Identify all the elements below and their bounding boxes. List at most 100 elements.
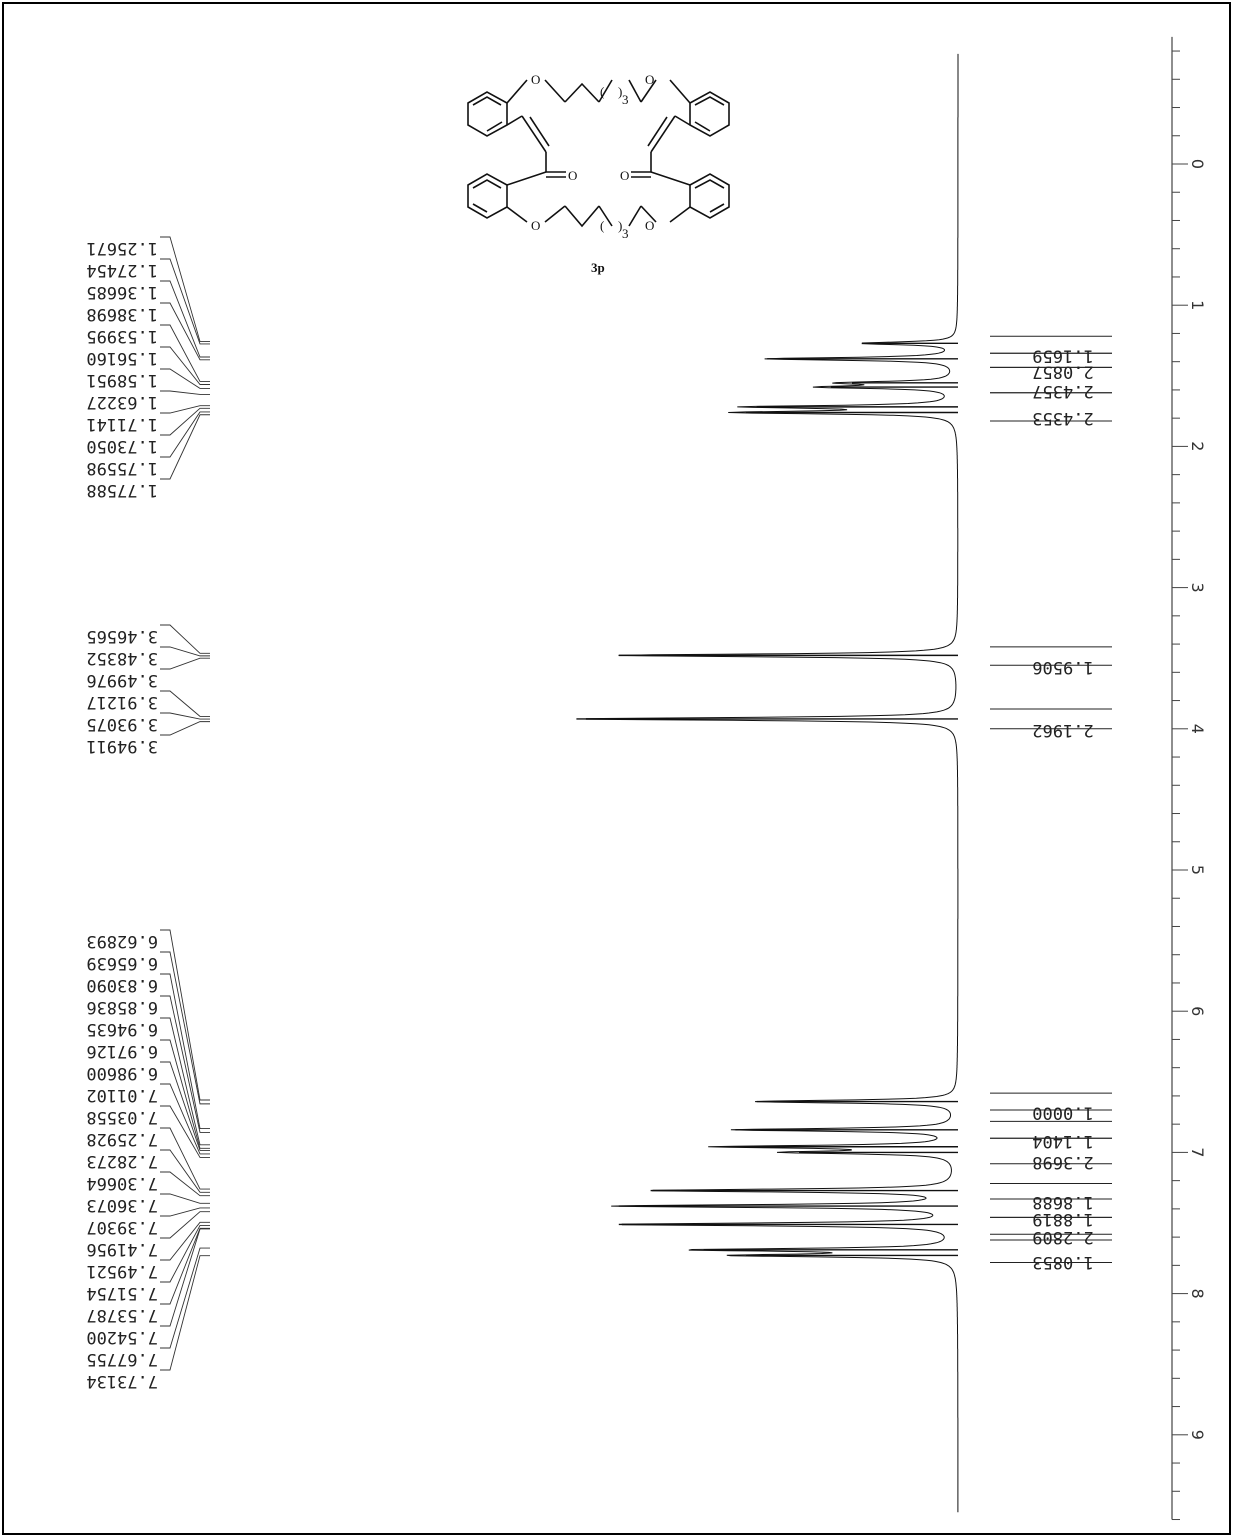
axis-tick-label: 5 [1188, 865, 1207, 875]
peak-label: 7.39307 [86, 1217, 158, 1237]
peak-label: 1.38698 [86, 304, 158, 324]
repeat-paren: ) [618, 218, 622, 233]
integral-value-label: 1.9506 [1032, 657, 1093, 677]
peak-leader-line [160, 1017, 210, 1146]
peak-label: 1.36685 [86, 282, 158, 302]
peak-label: 1.71141 [86, 414, 158, 434]
peak-leader-line [160, 1127, 210, 1190]
peak-leader-line [160, 390, 210, 395]
axis-tick-label: 7 [1188, 1147, 1207, 1157]
integral-value-label: 1.1404 [1032, 1131, 1093, 1151]
peak-label: 7.25928 [86, 1129, 158, 1149]
peak-label: 6.65639 [86, 953, 158, 973]
peak-label: 7.67755 [86, 1349, 158, 1369]
peak-label: 7.73134 [86, 1371, 158, 1391]
peak-leader-line [160, 995, 210, 1133]
axis-tick-label: 1 [1188, 300, 1207, 310]
peak-label: 7.51754 [86, 1283, 158, 1303]
repeat-paren: ( [600, 84, 604, 99]
spectrum-trace [576, 53, 959, 1513]
peak-leader-line [160, 1061, 210, 1151]
peak-label: 3.94911 [86, 736, 158, 756]
peak-label: 1.73050 [86, 436, 158, 456]
peak-leader-line [160, 1149, 210, 1193]
peak-label: 7.53787 [86, 1305, 158, 1325]
peak-label: 1.27454 [86, 260, 158, 280]
peak-leader-line [160, 951, 210, 1105]
peak-leader-line [160, 1221, 210, 1261]
peak-leader-line [160, 929, 210, 1101]
axis-tick-label: 2 [1188, 441, 1207, 451]
compound-label: 3p [591, 260, 605, 275]
integral-value-label: 1.8688 [1032, 1192, 1093, 1212]
peak-label: 1.53995 [86, 326, 158, 346]
integral-value-label: 1.0853 [1032, 1252, 1093, 1272]
axis-tick-label: 9 [1188, 1430, 1207, 1440]
axis-tick-label: 4 [1188, 724, 1207, 734]
peak-label: 7.54200 [86, 1327, 158, 1347]
peak-leader-line [160, 1083, 210, 1155]
benzene-ring-top-right [689, 91, 730, 137]
peak-leader-line [160, 1255, 210, 1371]
oxygen-label: O [645, 72, 654, 87]
peak-leader-line [160, 407, 210, 436]
peak-leader-line [160, 1171, 210, 1197]
peak-label: 7.41956 [86, 1239, 158, 1259]
integral-value-label: 2.0857 [1032, 361, 1093, 381]
peak-label: 1.58951 [86, 370, 158, 390]
integral-value-label: 2.1962 [1032, 720, 1093, 740]
peak-label: 6.94635 [86, 1019, 158, 1039]
peak-label: 3.91217 [86, 692, 158, 712]
ppm-axis: 0 1 2 3 4 5 6 7 8 9 [1171, 36, 1207, 1521]
repeat-paren: ) [618, 84, 622, 99]
peak-label: 1.75598 [86, 458, 158, 478]
molecule-atom-labels: O O O O O O ( ) 3 ( ) 3 3p [531, 72, 654, 275]
peak-leader-line [160, 1039, 210, 1149]
repeat-subscript: 3 [622, 92, 629, 107]
peak-label: 7.49521 [86, 1261, 158, 1281]
peak-label: 6.98600 [86, 1063, 158, 1083]
integral-value-label: 2.2809 [1032, 1227, 1093, 1247]
peak-leader-line [160, 1105, 210, 1158]
peak-leader-line [160, 1247, 210, 1349]
peak-leader-line [160, 721, 210, 736]
peak-label: 1.63227 [86, 392, 158, 412]
peak-leader-line [160, 1193, 210, 1204]
oxygen-label: O [531, 218, 540, 233]
peak-label-group: 1.256711.274541.366851.386981.539951.561… [86, 236, 210, 1391]
peak-label: 6.85836 [86, 997, 158, 1017]
axis-tick-label: 8 [1188, 1289, 1207, 1299]
benzene-ring-top-left [467, 91, 508, 137]
peak-label: 3.49976 [86, 670, 158, 690]
peak-leader-line [160, 1227, 210, 1305]
peak-label: 7.30664 [86, 1173, 158, 1193]
integral-value-label: 1.1659 [1032, 346, 1093, 366]
peak-leader-line [160, 973, 210, 1129]
oxygen-label: O [568, 168, 577, 183]
benzene-inner-bond [472, 96, 502, 106]
peak-label: 3.93075 [86, 714, 158, 734]
peak-leader-line [160, 302, 210, 361]
peak-label: 7.01102 [86, 1085, 158, 1105]
peak-label: 7.28273 [86, 1151, 158, 1171]
peak-leader-line [160, 414, 210, 480]
integral-value-label: 2.4357 [1032, 381, 1093, 401]
integral-value-label: 1.8819 [1032, 1209, 1093, 1229]
peak-leader-line [160, 236, 210, 342]
axis-tick-label: 6 [1188, 1006, 1207, 1016]
peak-label: 1.56160 [86, 348, 158, 368]
peak-label: 1.77588 [86, 480, 158, 500]
peak-leader-line [160, 1207, 210, 1217]
peak-leader-line [160, 411, 210, 458]
axis-tick-label: 3 [1188, 583, 1207, 593]
peak-leader-line [160, 712, 210, 720]
integral-value-label: 2.4353 [1032, 408, 1093, 428]
axis-tick-label: 0 [1188, 159, 1207, 169]
integral-value-label: 1.0000 [1032, 1103, 1093, 1123]
integral-value-label: 2.3698 [1032, 1152, 1093, 1172]
peak-leader-line [160, 346, 210, 385]
oxygen-label: O [645, 218, 654, 233]
